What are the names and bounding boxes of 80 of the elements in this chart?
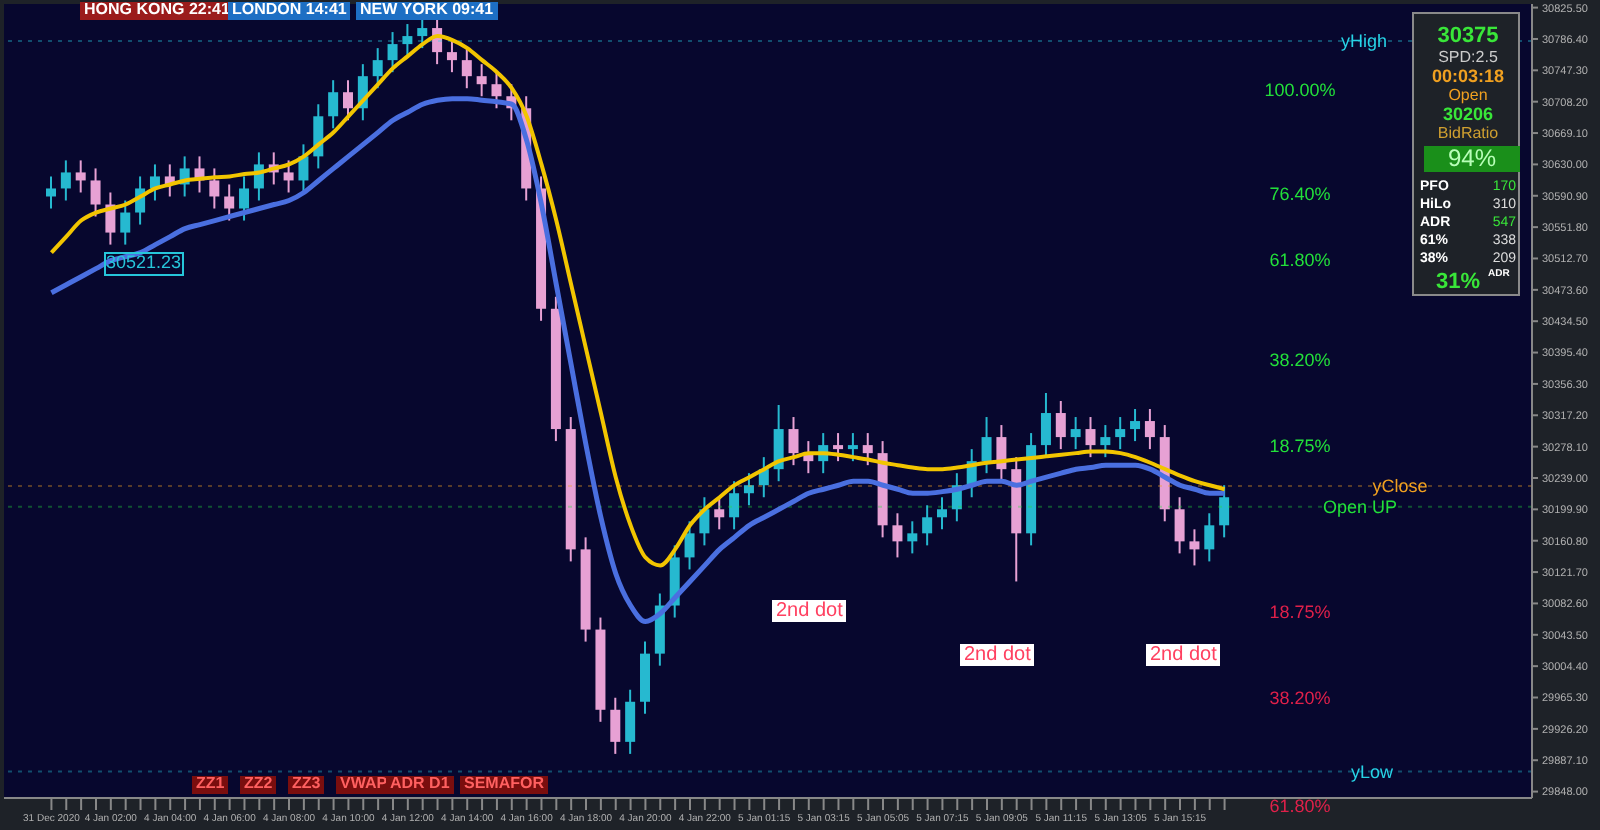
text: 38.20% (1269, 350, 1331, 370)
candlestick (283, 159, 294, 194)
ref-line-label: yHigh (1340, 30, 1388, 51)
candlestick (402, 23, 413, 58)
candlestick (446, 39, 457, 74)
text: 18.75% (1269, 436, 1331, 456)
annotation: NEW YORK 09:41 (356, 0, 498, 20)
candlestick (75, 159, 86, 194)
candlestick (120, 199, 131, 246)
ref-line-label: Open UP (1322, 496, 1398, 517)
candlestick (387, 31, 398, 74)
candlestick (833, 432, 844, 463)
annotation: ZZ3 (288, 774, 325, 794)
annotation: 2nd dot (960, 644, 1035, 666)
annotation: 2nd dot (772, 600, 847, 622)
candlestick (491, 71, 502, 110)
candlestick (90, 167, 101, 218)
candlestick (937, 496, 947, 531)
candlestick (788, 416, 799, 467)
ref-line-label: yLow (1350, 761, 1395, 782)
line-series (48, 96, 1228, 625)
text: BidRatio (1435, 124, 1501, 144)
candlestick (239, 175, 250, 222)
candlestick (907, 520, 918, 555)
candlestick (610, 696, 621, 755)
text: 61.80% (1269, 250, 1331, 270)
candlestick (625, 688, 636, 755)
candlestick (1085, 416, 1096, 459)
annotation: VWAP (336, 774, 392, 794)
annotation: ZZ2 (240, 774, 277, 794)
text: 18.75% (1269, 602, 1331, 622)
annotation: LONDON 14:41 (228, 0, 351, 20)
text: 30206 (1440, 104, 1496, 126)
text: 94% (1424, 144, 1520, 173)
text: Open (1446, 86, 1490, 106)
text: 38.20% (1269, 688, 1331, 708)
annotation: HONG KONG 22:41 (80, 0, 234, 20)
candlestick (417, 15, 428, 50)
text: 61.80% (1269, 796, 1331, 816)
annotation: 30521.23 (104, 252, 184, 276)
candlestick (1204, 512, 1215, 563)
candlestick (862, 432, 873, 467)
candlestick (476, 63, 487, 98)
candlestick (743, 472, 754, 507)
candlestick (372, 47, 383, 90)
annotation: ZZ1 (192, 774, 229, 794)
candlestick (1100, 424, 1111, 459)
candlestick (1189, 528, 1200, 567)
candlestick (981, 416, 992, 475)
text: 30375 (1435, 24, 1501, 49)
candlestick (1055, 400, 1066, 451)
candlestick (847, 432, 858, 463)
annotation: SEMAFOR (460, 774, 548, 794)
candlestick (1070, 416, 1081, 451)
candlestick (328, 79, 339, 130)
text: 100.00% (1264, 80, 1336, 100)
candlestick (714, 496, 725, 531)
text: SPD:2.5 (1436, 48, 1500, 68)
candlestick (1115, 416, 1126, 451)
candlestick (1144, 408, 1155, 451)
candlestick (729, 480, 740, 531)
candlestick (1040, 391, 1051, 459)
annotation: ADR D1 (386, 774, 454, 794)
candlestick (60, 159, 71, 202)
candlestick (209, 167, 220, 210)
annotation: 2nd dot (1146, 644, 1221, 666)
candlestick (1174, 496, 1185, 555)
candlestick (224, 183, 235, 222)
text: 31% (1436, 270, 1481, 295)
candlestick (1219, 484, 1230, 539)
candlestick (343, 79, 353, 122)
candlestick (922, 504, 933, 547)
candlestick (461, 47, 472, 90)
candlestick (1130, 408, 1141, 443)
text: 76.40% (1269, 184, 1331, 204)
candlestick (892, 512, 903, 559)
text: 00:03:18 (1429, 66, 1507, 88)
candlestick (46, 175, 56, 210)
candlestick (684, 520, 695, 571)
ref-line-label: yClose (1372, 476, 1428, 497)
